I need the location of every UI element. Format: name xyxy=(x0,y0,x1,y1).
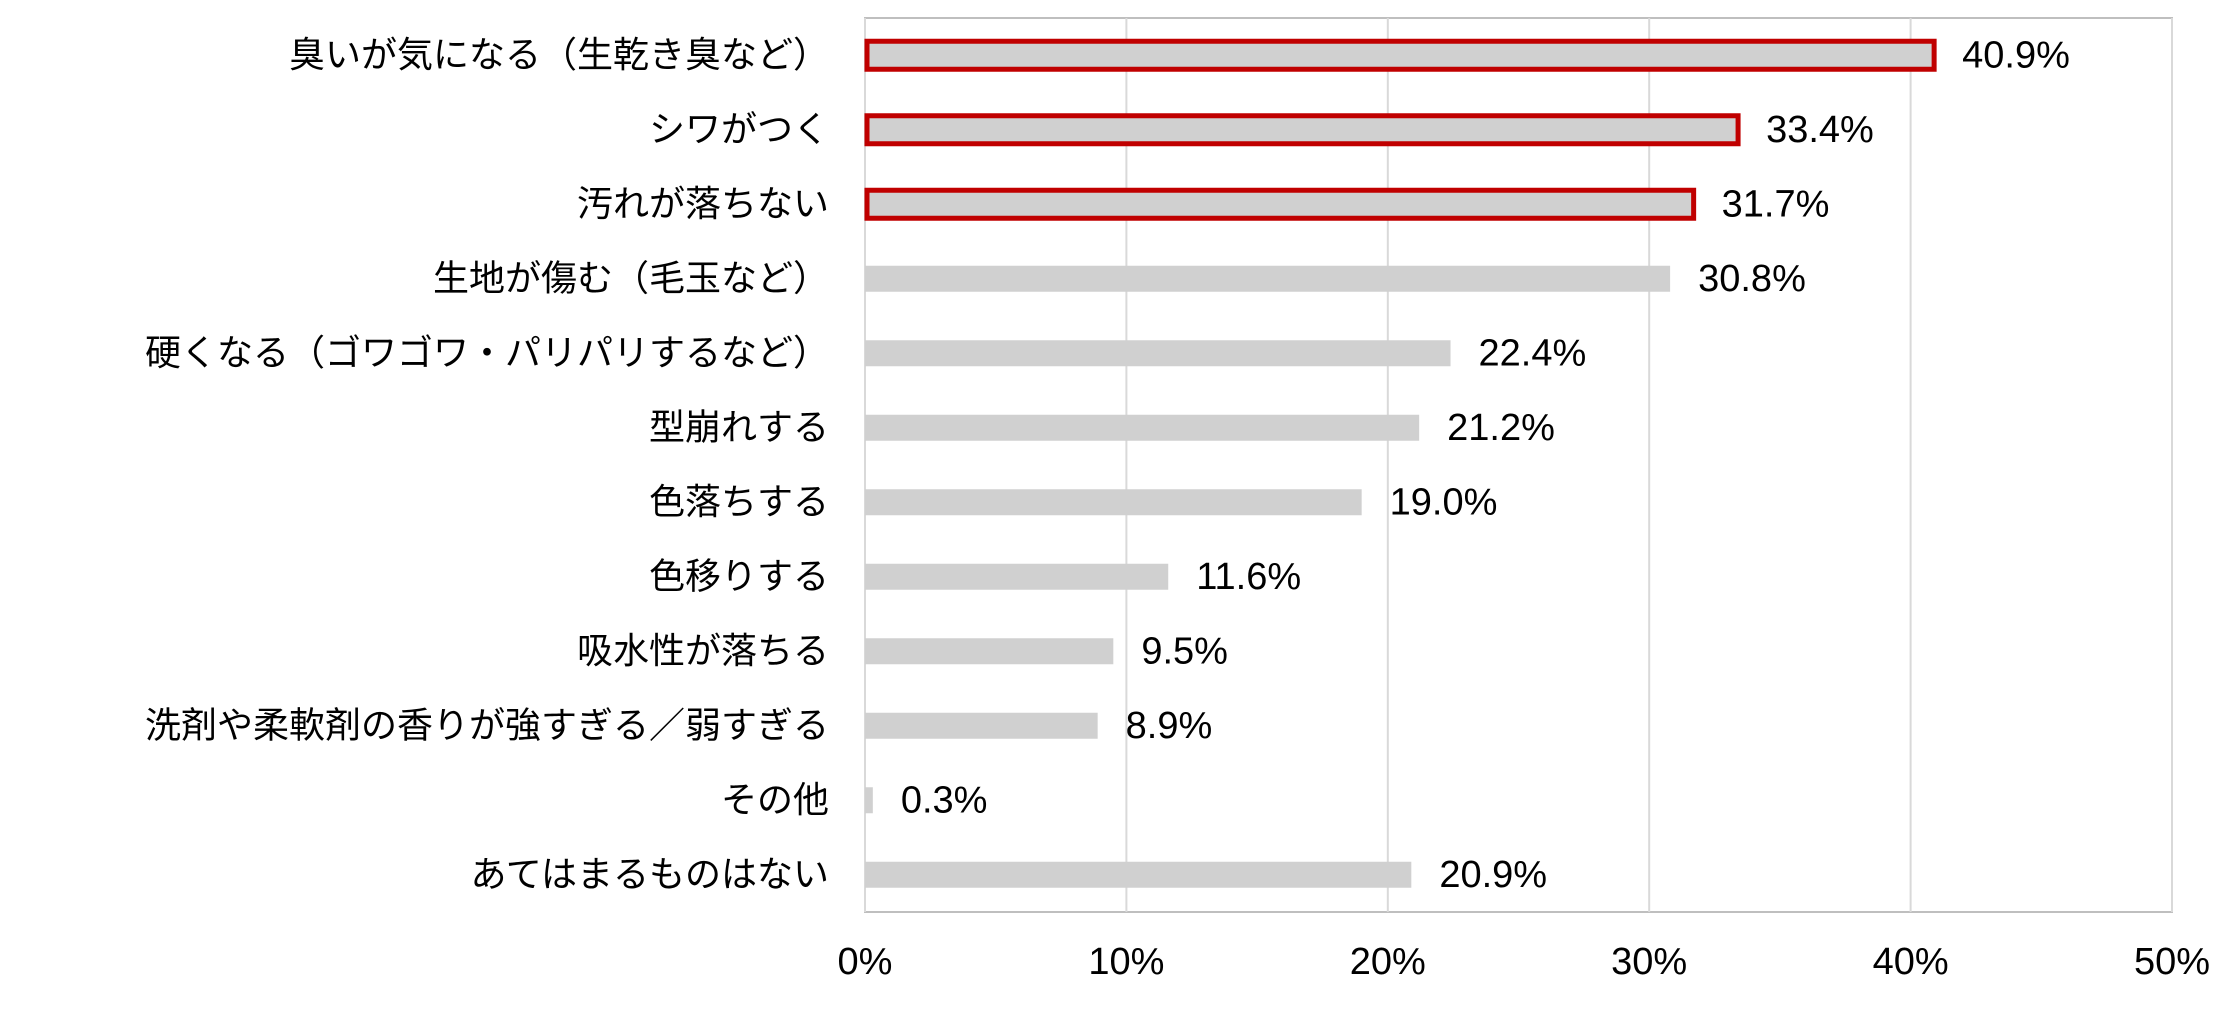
data-label: 30.8% xyxy=(1698,258,1806,300)
bar-layer xyxy=(864,38,1937,888)
bar xyxy=(865,787,873,814)
category-label: 生地が傷む（毛玉など） xyxy=(433,258,829,299)
bar-highlighted xyxy=(864,113,1741,147)
category-label: 汚れが落ちない xyxy=(577,184,829,225)
x-tick-label: 40% xyxy=(1873,941,1949,983)
x-tick-label: 50% xyxy=(2134,941,2210,983)
category-label: 洗剤や柔軟剤の香りが強すぎる／弱すぎる xyxy=(145,705,829,746)
data-label: 21.2% xyxy=(1447,407,1555,449)
data-label: 9.5% xyxy=(1141,630,1228,672)
bar xyxy=(865,712,1098,739)
data-label: 19.0% xyxy=(1390,481,1498,523)
category-label: 硬くなる（ゴワゴワ・パリパリするなど） xyxy=(145,333,829,374)
bar xyxy=(865,414,1420,441)
bar-highlighted xyxy=(864,38,1937,72)
data-label: 20.9% xyxy=(1439,854,1547,896)
plot-area-border xyxy=(864,17,2173,913)
x-axis-tick-labels: 0% 10% 20% 30% 40% 50% xyxy=(838,941,2210,983)
data-label: 31.7% xyxy=(1722,183,1830,225)
data-label: 0.3% xyxy=(901,779,988,821)
x-tick-label: 20% xyxy=(1350,941,1426,983)
x-tick-label: 30% xyxy=(1611,941,1687,983)
value-labels: 40.9% 33.4% 31.7% 30.8% 22.4% 21.2% 19.0% 11.6%… xyxy=(901,34,2070,896)
bar xyxy=(865,489,1362,516)
category-label: 臭いが気になる（生乾き臭など） xyxy=(289,35,829,76)
data-label: 40.9% xyxy=(1962,34,2070,76)
data-label: 22.4% xyxy=(1479,332,1587,374)
bar xyxy=(865,638,1114,665)
bar xyxy=(865,340,1451,367)
category-label: 色落ちする xyxy=(649,482,829,523)
data-label: 11.6% xyxy=(1196,556,1301,598)
data-label: 8.9% xyxy=(1126,705,1213,747)
category-label: あてはまるものはない xyxy=(470,854,829,895)
x-tick-label: 0% xyxy=(838,941,893,983)
category-label: 型崩れする xyxy=(649,407,829,448)
x-tick-label: 10% xyxy=(1088,941,1164,983)
data-label: 33.4% xyxy=(1766,109,1874,151)
category-label: 色移りする xyxy=(649,556,829,597)
bar-highlighted xyxy=(864,187,1697,221)
grid-layer xyxy=(864,17,2173,913)
category-label: シワがつく xyxy=(649,109,829,150)
category-label: 吸水性が落ちる xyxy=(577,631,829,672)
bar xyxy=(865,265,1671,292)
bar xyxy=(865,563,1169,590)
bar xyxy=(865,861,1412,888)
category-label: その他 xyxy=(721,780,829,821)
